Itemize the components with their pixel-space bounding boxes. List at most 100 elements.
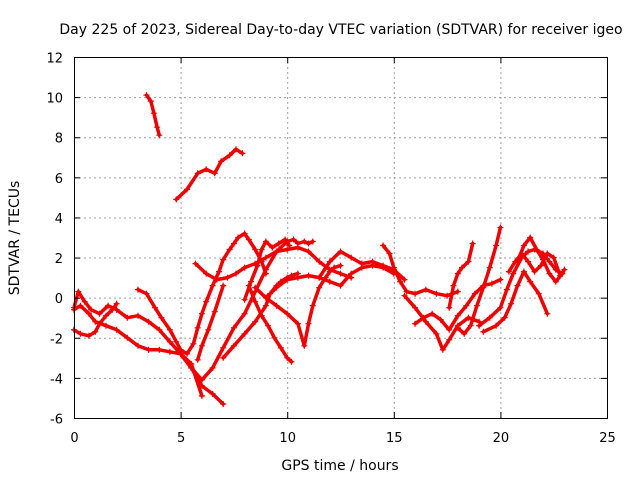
data-point bbox=[96, 310, 103, 317]
data-point bbox=[152, 304, 158, 311]
data-point bbox=[241, 230, 248, 237]
data-point bbox=[403, 288, 410, 295]
data-point bbox=[290, 236, 297, 243]
data-point bbox=[518, 250, 525, 257]
data-point bbox=[85, 310, 92, 317]
data-point bbox=[284, 246, 291, 253]
data-point bbox=[463, 302, 470, 309]
data-point bbox=[262, 238, 269, 245]
data-point bbox=[380, 262, 387, 269]
data-point bbox=[105, 302, 112, 309]
data-point bbox=[103, 312, 109, 319]
data-point bbox=[135, 312, 141, 319]
data-point bbox=[252, 298, 259, 305]
axis-ticks: 0 5 10 15 20 25 -6 -4 -2 0 2 4 6 8 10 12 bbox=[46, 52, 615, 447]
data-point bbox=[209, 390, 216, 397]
data-point bbox=[239, 150, 246, 157]
data-point bbox=[252, 284, 259, 291]
data-point bbox=[241, 296, 248, 303]
grid-lines bbox=[74, 57, 607, 418]
data-point bbox=[527, 234, 534, 241]
x-tick-label: 0 bbox=[70, 431, 78, 446]
data-series bbox=[71, 92, 568, 407]
series-arc-23 bbox=[515, 235, 564, 284]
data-point bbox=[380, 242, 387, 249]
data-point bbox=[262, 266, 269, 273]
data-point bbox=[305, 320, 312, 327]
x-tick-label: 15 bbox=[386, 431, 403, 446]
data-point bbox=[454, 312, 461, 319]
series-arc-10 bbox=[247, 283, 294, 364]
data-point bbox=[194, 324, 201, 331]
data-point bbox=[294, 320, 301, 327]
data-point bbox=[124, 314, 131, 321]
data-point bbox=[461, 330, 468, 337]
data-point bbox=[194, 356, 201, 363]
data-point bbox=[412, 304, 419, 311]
data-point bbox=[218, 158, 225, 165]
data-point bbox=[537, 262, 544, 269]
data-point bbox=[497, 276, 504, 283]
data-point bbox=[386, 250, 393, 257]
data-point bbox=[209, 282, 216, 289]
data-point bbox=[96, 320, 103, 327]
data-point bbox=[220, 401, 227, 407]
data-point bbox=[216, 268, 222, 275]
data-point bbox=[275, 240, 282, 247]
data-point bbox=[194, 170, 201, 177]
data-point bbox=[145, 318, 152, 325]
data-point bbox=[273, 284, 280, 291]
data-point bbox=[433, 290, 440, 297]
y-tick-label: 10 bbox=[46, 92, 63, 107]
data-point bbox=[233, 146, 239, 153]
data-point bbox=[337, 282, 344, 289]
data-point bbox=[480, 328, 487, 335]
data-point bbox=[316, 284, 323, 291]
data-point bbox=[77, 302, 84, 309]
data-point bbox=[446, 304, 453, 311]
data-point bbox=[454, 324, 461, 331]
data-point bbox=[546, 270, 553, 277]
data-point bbox=[143, 92, 150, 99]
data-point bbox=[337, 270, 344, 277]
data-point bbox=[85, 332, 92, 339]
data-point bbox=[301, 238, 308, 245]
data-point bbox=[510, 270, 517, 277]
data-point bbox=[561, 266, 568, 273]
data-point bbox=[486, 314, 493, 321]
data-point bbox=[520, 242, 527, 249]
data-point bbox=[220, 354, 227, 361]
data-point bbox=[294, 244, 301, 251]
data-point bbox=[465, 314, 472, 321]
data-point bbox=[211, 308, 218, 315]
data-point bbox=[471, 290, 478, 297]
data-point bbox=[258, 246, 265, 253]
data-point bbox=[520, 268, 527, 275]
data-point bbox=[301, 342, 308, 349]
data-point bbox=[486, 264, 493, 271]
data-point bbox=[273, 302, 280, 309]
y-tick-label: 8 bbox=[55, 132, 63, 147]
data-point bbox=[230, 240, 237, 247]
data-point bbox=[473, 302, 480, 309]
data-point bbox=[390, 264, 397, 271]
data-point bbox=[305, 272, 312, 279]
data-point bbox=[531, 268, 538, 275]
data-point bbox=[203, 166, 210, 173]
data-point bbox=[358, 260, 365, 267]
data-point bbox=[230, 342, 237, 349]
data-point bbox=[75, 288, 82, 295]
y-tick-label: -6 bbox=[50, 413, 63, 428]
data-point bbox=[326, 266, 333, 273]
series-arc-16 bbox=[381, 243, 460, 298]
data-point bbox=[262, 254, 269, 261]
data-point bbox=[245, 236, 252, 243]
data-point bbox=[150, 110, 157, 117]
data-point bbox=[544, 310, 551, 317]
data-point bbox=[503, 286, 510, 293]
data-point bbox=[241, 310, 248, 317]
chart-title: Day 225 of 2023, Sidereal Day-to-day VTE… bbox=[59, 22, 622, 38]
data-point bbox=[145, 346, 152, 353]
data-point bbox=[446, 326, 453, 333]
data-point bbox=[305, 248, 312, 255]
